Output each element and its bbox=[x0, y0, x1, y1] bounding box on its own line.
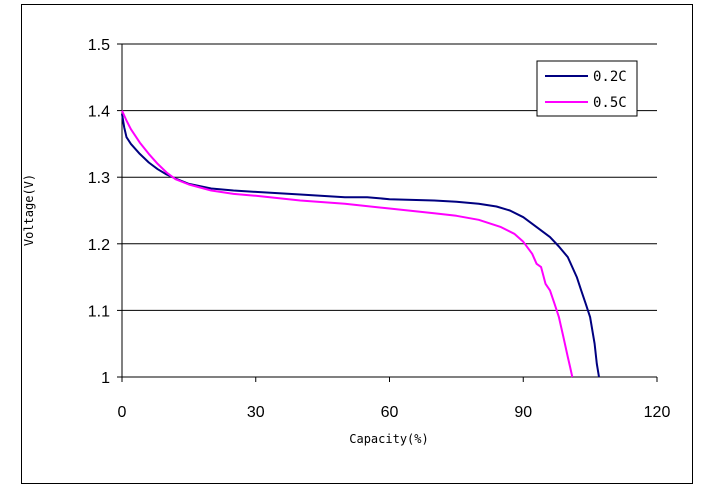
x-axis-title: Capacity(%) bbox=[349, 432, 428, 446]
y-tick-label: 1.4 bbox=[88, 104, 110, 121]
legend-box bbox=[536, 60, 638, 117]
y-tick-label: 1.3 bbox=[88, 170, 110, 187]
x-tick-label: 30 bbox=[247, 404, 265, 421]
legend-label-0-5c: 0.5C bbox=[593, 95, 627, 111]
y-axis-title: Voltage(V) bbox=[22, 174, 36, 246]
x-tick-label: 0 bbox=[118, 404, 127, 421]
x-tick-label: 60 bbox=[381, 404, 399, 421]
y-tick-label: 1.2 bbox=[88, 237, 110, 254]
x-tick-label: 90 bbox=[514, 404, 532, 421]
series-line-0-2c bbox=[121, 113, 600, 378]
series-line-0-5c bbox=[121, 110, 574, 378]
y-tick-label: 1 bbox=[101, 370, 110, 387]
y-tick-label: 1.1 bbox=[88, 303, 110, 320]
axes bbox=[117, 43, 658, 382]
legend: 0.2C 0.5C bbox=[536, 60, 638, 117]
tick-labels: 1 1.1 1.2 1.3 1.4 1.5 0 30 60 90 120 bbox=[88, 37, 671, 421]
series-group bbox=[121, 110, 600, 378]
legend-label-0-2c: 0.2C bbox=[593, 69, 627, 85]
x-tick-label: 120 bbox=[644, 404, 671, 421]
y-tick-label: 1.5 bbox=[88, 37, 110, 54]
